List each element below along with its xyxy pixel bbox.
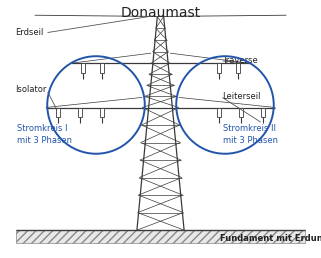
FancyBboxPatch shape <box>239 108 243 117</box>
Text: Donaumast: Donaumast <box>120 6 201 20</box>
Text: Traverse: Traverse <box>222 56 257 65</box>
FancyBboxPatch shape <box>261 108 265 117</box>
FancyBboxPatch shape <box>100 63 104 73</box>
Text: Stromkreis I
mit 3 Phasen: Stromkreis I mit 3 Phasen <box>17 124 72 145</box>
FancyBboxPatch shape <box>82 63 85 73</box>
Bar <box>16 230 305 243</box>
FancyBboxPatch shape <box>217 63 221 73</box>
FancyBboxPatch shape <box>236 63 239 73</box>
Text: Stromkreis II
mit 3 Phasen: Stromkreis II mit 3 Phasen <box>223 124 278 145</box>
Text: Isolator: Isolator <box>15 85 47 94</box>
FancyBboxPatch shape <box>78 108 82 117</box>
FancyBboxPatch shape <box>56 108 60 117</box>
FancyBboxPatch shape <box>100 108 104 117</box>
Text: Fundament mit Erdung: Fundament mit Erdung <box>220 234 321 243</box>
Text: Erdseil: Erdseil <box>15 28 44 37</box>
Text: Leiterseil: Leiterseil <box>222 92 260 101</box>
FancyBboxPatch shape <box>217 108 221 117</box>
